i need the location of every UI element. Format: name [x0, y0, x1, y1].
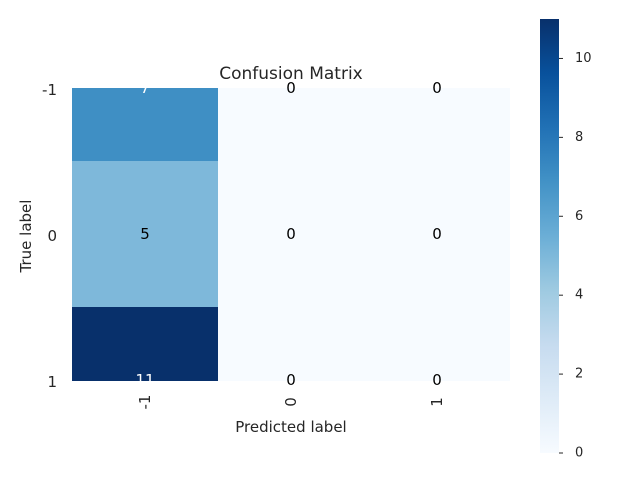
- heatmap-cell: [72, 161, 218, 307]
- heatmap-cell: [218, 161, 364, 307]
- x-axis-label: Predicted label: [235, 418, 346, 436]
- x-tick-label: 0: [282, 397, 300, 407]
- cell-value-label: 0: [432, 225, 442, 243]
- y-axis-label: True label: [17, 200, 35, 274]
- x-tick-labels: -1 0 1: [136, 395, 446, 410]
- cell-value-label: 0: [286, 225, 296, 243]
- heatmap-cell: [72, 307, 218, 381]
- heatmap-cell: [364, 88, 510, 161]
- colorbar-ticks: 0 2 4 6 8 10: [559, 51, 592, 461]
- y-tick-labels: -1 0 1: [42, 81, 57, 391]
- colorbar-tick-label: 2: [575, 367, 583, 382]
- colorbar: [540, 19, 559, 453]
- heatmap-cell: [364, 307, 510, 381]
- heatmap-cell: [72, 88, 218, 161]
- heatmap-cell: [364, 161, 510, 307]
- cell-value-label: 5: [140, 225, 150, 243]
- colorbar-tick-label: 6: [575, 209, 583, 224]
- colorbar-tick-label: 0: [575, 446, 583, 461]
- heatmap-cell: [218, 88, 364, 161]
- cell-value-label: 7: [140, 79, 150, 97]
- cell-value-label: 0: [286, 79, 296, 97]
- cell-value-label: 0: [432, 79, 442, 97]
- heatmap-cell-labels: 7 0 0 5 0 0 11 0 0: [135, 79, 441, 389]
- colorbar-tick-label: 8: [575, 130, 583, 145]
- x-tick-label: 1: [428, 397, 446, 407]
- y-tick-label: 1: [47, 373, 57, 391]
- cell-value-label: 11: [135, 371, 154, 389]
- chart-title: Confusion Matrix: [219, 64, 363, 84]
- cell-value-label: 0: [432, 371, 442, 389]
- heatmap-cell: [218, 307, 364, 381]
- colorbar-tick-label: 4: [575, 288, 583, 303]
- heatmap-cells: [72, 88, 510, 381]
- y-tick-label: 0: [47, 227, 57, 245]
- y-tick-label: -1: [42, 81, 57, 99]
- cell-value-label: 0: [286, 371, 296, 389]
- colorbar-tick-label: 10: [575, 51, 592, 66]
- x-tick-label: -1: [136, 395, 154, 410]
